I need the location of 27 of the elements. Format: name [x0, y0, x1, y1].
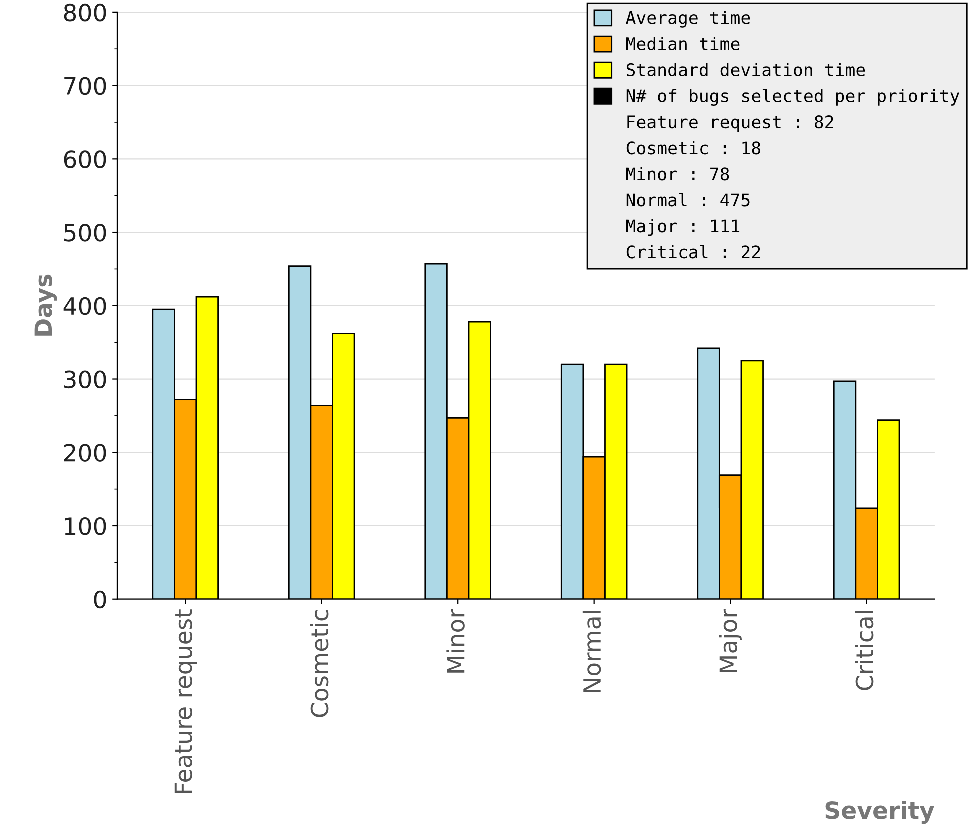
y-tick-label: 300 [64, 370, 106, 389]
x-tick-label: Feature request [174, 610, 198, 794]
legend-label: N# of bugs selected per priority [626, 89, 960, 106]
annotation: Minor : 78 [626, 167, 730, 181]
y-tick-label: 200 [64, 444, 106, 462]
x-tick-label: Minor [446, 609, 465, 673]
legend-label: Median time [626, 37, 740, 51]
annotation: Normal : 475 [626, 193, 750, 207]
x-axis-title: Severity [826, 801, 935, 824]
annotation: Feature request : 82 [628, 116, 834, 132]
y-tick-label: 500 [64, 224, 106, 242]
x-tick-label: Normal [582, 611, 602, 692]
x-tick-label: Critical [855, 611, 874, 690]
annotation: Critical : 22 [626, 245, 760, 259]
y-tick-label: 400 [64, 297, 106, 316]
x-tick-label: Cosmetic [310, 610, 329, 718]
y-tick-label: 700 [64, 77, 106, 96]
legend-label: Standard deviation time [626, 63, 866, 77]
legend-label: Average time [626, 10, 750, 28]
y-tick-label: 0 [94, 590, 106, 609]
y-tick-label: 600 [64, 150, 106, 168]
y-tick-label: 800 [64, 4, 106, 22]
annotation: Cosmetic : 18 [626, 141, 760, 155]
annotation: Major : 111 [626, 219, 740, 236]
y-tick-label: 100 [65, 517, 106, 536]
y-axis-title: Days [34, 274, 58, 336]
x-tick-label: Major [719, 609, 742, 672]
